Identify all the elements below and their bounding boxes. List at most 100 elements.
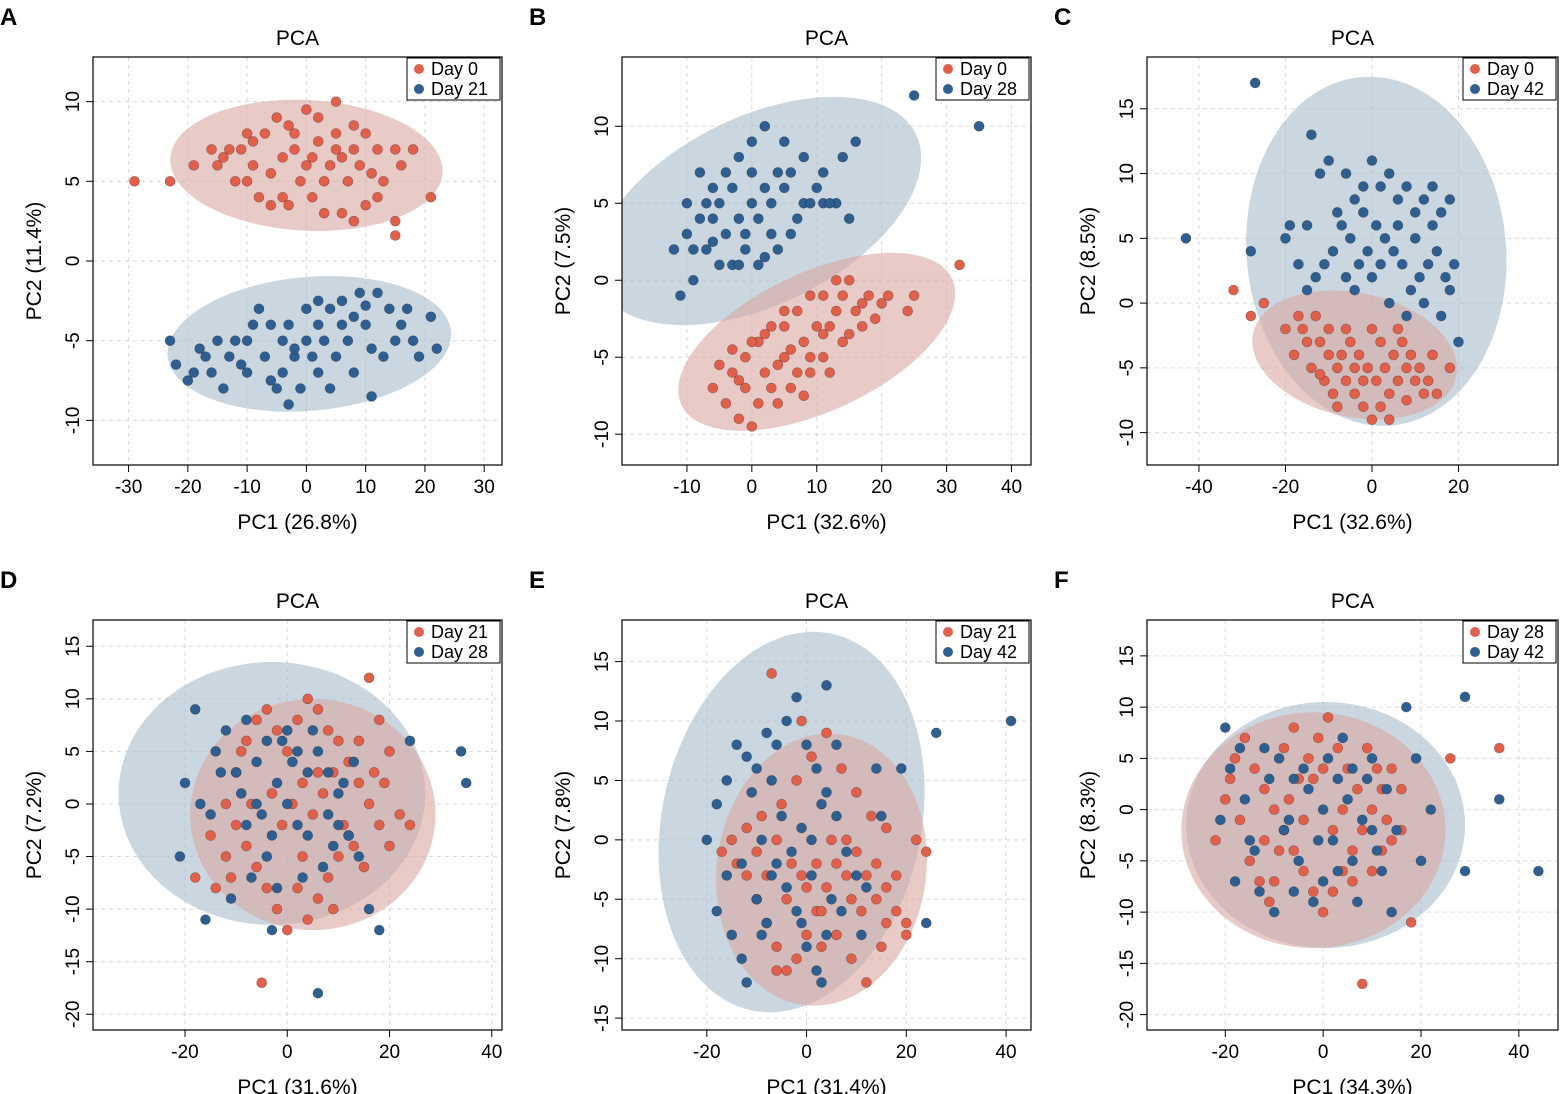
data-point <box>781 965 792 976</box>
data-point <box>302 830 314 841</box>
data-point <box>1249 845 1260 856</box>
data-point <box>292 746 303 757</box>
data-point <box>348 367 360 378</box>
data-point <box>378 176 389 187</box>
series-day-42 <box>1180 77 1464 348</box>
data-point <box>733 151 745 163</box>
data-point <box>1427 181 1438 192</box>
data-point <box>1224 763 1236 774</box>
data-point <box>251 714 262 726</box>
data-point <box>772 398 784 409</box>
data-point <box>1293 258 1304 270</box>
data-point <box>1298 763 1309 774</box>
data-point <box>801 941 812 953</box>
data-point <box>1327 388 1339 400</box>
data-point <box>312 319 324 331</box>
data-point <box>390 215 401 227</box>
data-point <box>741 822 752 834</box>
data-point <box>801 929 812 941</box>
data-point <box>727 344 738 355</box>
data-point <box>856 298 868 309</box>
data-point <box>1396 783 1407 795</box>
data-point <box>1366 753 1378 764</box>
data-point <box>846 893 857 905</box>
x-tick-label: 0 <box>282 1042 293 1063</box>
x-tick-label: 40 <box>481 1042 502 1063</box>
data-point <box>701 834 713 846</box>
data-point <box>1312 732 1324 744</box>
data-point <box>804 290 816 301</box>
x-tick-label: -20 <box>171 1042 198 1063</box>
data-point <box>871 893 882 905</box>
data-point <box>360 319 371 331</box>
data-point <box>761 727 772 739</box>
data-point <box>843 274 855 286</box>
x-tick-label: 10 <box>355 477 376 498</box>
data-point <box>1306 129 1317 141</box>
data-point <box>1375 401 1386 413</box>
data-point <box>1314 168 1326 179</box>
data-point <box>1254 876 1265 887</box>
data-point <box>307 725 319 736</box>
x-tick-label: 20 <box>1410 1042 1431 1063</box>
data-point <box>1435 310 1447 322</box>
data-point <box>801 882 812 893</box>
data-point <box>302 914 314 925</box>
data-point <box>804 197 816 209</box>
legend-marker <box>943 84 953 94</box>
data-point <box>200 351 211 362</box>
data-point <box>881 822 892 834</box>
data-point <box>271 725 283 736</box>
x-tick-label: 10 <box>806 477 827 498</box>
data-point <box>1409 207 1421 218</box>
panel-letter: C <box>1054 4 1071 31</box>
data-point <box>1317 804 1329 815</box>
x-axis-label: PC1 (31.4%) <box>766 1076 886 1094</box>
data-point <box>863 290 874 301</box>
data-point <box>1431 388 1443 400</box>
data-point <box>283 399 294 410</box>
data-point <box>1392 375 1404 387</box>
data-point <box>301 160 312 171</box>
data-point <box>318 176 330 187</box>
data-point <box>1386 906 1397 918</box>
data-point <box>1327 886 1339 897</box>
data-point <box>1533 865 1544 877</box>
series-day-28 <box>668 90 985 301</box>
data-point <box>1317 763 1329 774</box>
data-point <box>297 851 308 862</box>
data-point <box>1459 865 1471 877</box>
data-point <box>224 144 235 155</box>
data-point <box>781 882 792 893</box>
data-point <box>901 929 912 941</box>
data-point <box>779 305 790 317</box>
data-point <box>241 335 253 346</box>
series-day-21 <box>164 287 443 410</box>
data-point <box>1444 194 1456 205</box>
plot-frame <box>92 619 503 1031</box>
data-point <box>301 303 312 315</box>
chart-title: PCA <box>276 590 319 613</box>
data-point <box>869 313 881 325</box>
data-point <box>779 136 790 147</box>
y-tick-label: 5 <box>63 176 84 187</box>
data-point <box>796 917 807 929</box>
data-point <box>817 167 829 178</box>
data-point <box>707 213 719 224</box>
series-day-0 <box>129 96 437 241</box>
data-point <box>701 244 712 255</box>
data-point <box>1245 310 1257 322</box>
data-point <box>816 905 827 917</box>
series-day-21 <box>716 668 932 988</box>
data-point <box>766 321 777 332</box>
data-point <box>714 259 725 271</box>
y-tick-label: -5 <box>592 349 613 366</box>
data-point <box>302 767 314 778</box>
data-point <box>174 851 186 862</box>
data-point <box>265 168 277 179</box>
data-point <box>821 787 832 798</box>
data-point <box>1229 753 1241 764</box>
y-axis-label: PC2 (8.5%) <box>1077 207 1100 316</box>
data-point <box>817 328 829 340</box>
